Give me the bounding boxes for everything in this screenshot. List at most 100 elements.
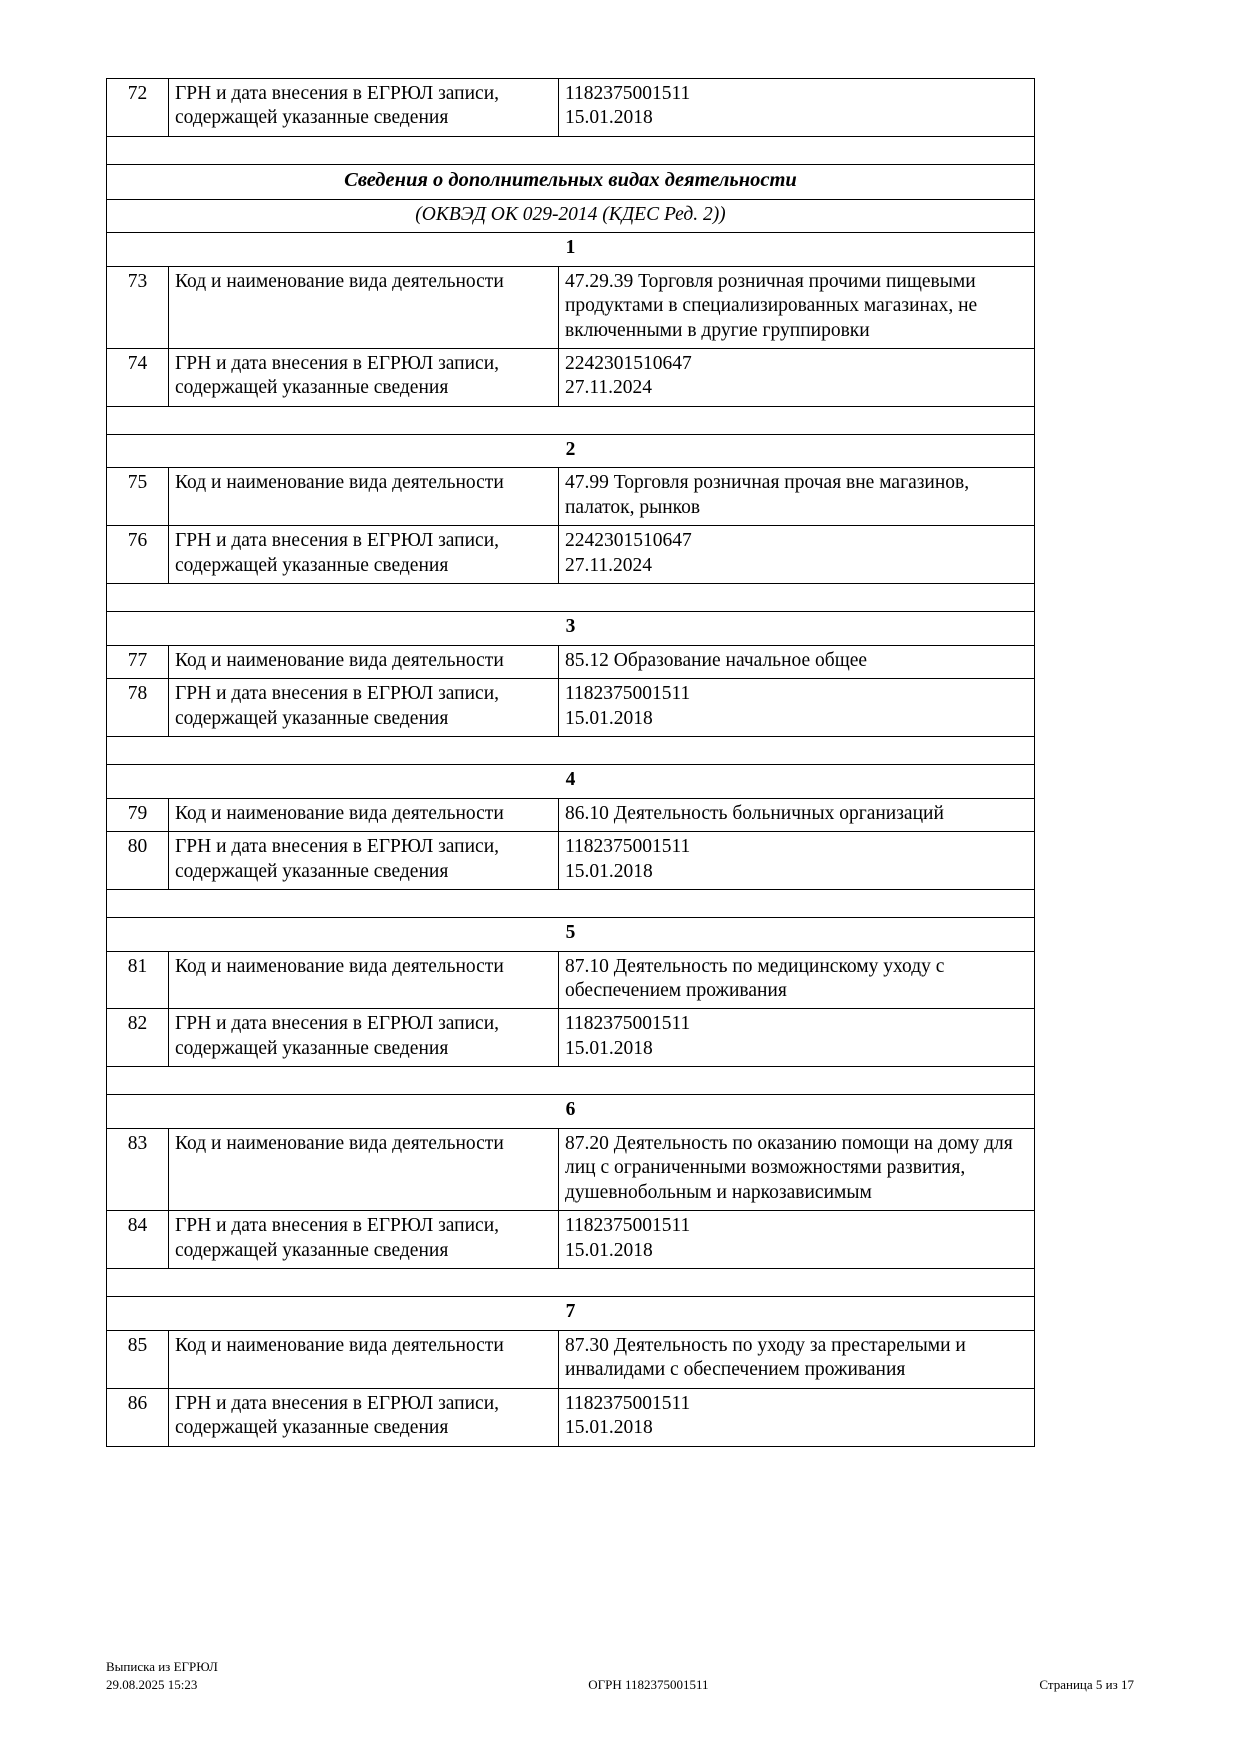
table-row: 75 Код и наименование вида деятельности … (106, 467, 1035, 527)
group-index-row: 6 (106, 1094, 1035, 1129)
group-index-row: 4 (106, 764, 1035, 799)
egrul-extract-table: 72 ГРН и дата внесения в ЕГРЮЛ записи, с… (106, 78, 1035, 1447)
footer-bottom-line: 29.08.2025 15:23 ОГРН 1182375001511 Стра… (106, 1676, 1134, 1694)
group-index: 7 (106, 1296, 1035, 1331)
row-value: 1182375001511 15.01.2018 (558, 78, 1035, 137)
group-index-row: 5 (106, 917, 1035, 952)
spacer-row (106, 736, 1035, 766)
group-index: 4 (106, 764, 1035, 799)
grn-date: 15.01.2018 (565, 107, 653, 129)
row-label: Код и наименование вида деятельности (168, 1329, 559, 1389)
table-row: 85 Код и наименование вида деятельности … (106, 1329, 1035, 1389)
row-number: 79 (106, 797, 169, 833)
row-number: 85 (106, 1329, 169, 1389)
table-row: 83 Код и наименование вида деятельности … (106, 1127, 1035, 1212)
okved-value: 86.10 Деятельность больничных организаци… (558, 797, 1035, 833)
table-row: 76 ГРН и дата внесения в ЕГРЮЛ записи, с… (106, 525, 1035, 585)
table-row: 77 Код и наименование вида деятельности … (106, 644, 1035, 680)
row-label: Код и наименование вида деятельности (168, 467, 559, 527)
row-value: 1182375001511 15.01.2018 (558, 678, 1035, 738)
okved-value: 47.99 Торговля розничная прочая вне мага… (558, 467, 1035, 527)
grn-date: 15.01.2018 (565, 860, 653, 882)
row-value: 1182375001511 15.01.2018 (558, 1008, 1035, 1068)
row-number: 75 (106, 467, 169, 527)
table-row: 82 ГРН и дата внесения в ЕГРЮЛ записи, с… (106, 1008, 1035, 1068)
row-number: 81 (106, 950, 169, 1010)
row-label: ГРН и дата внесения в ЕГРЮЛ записи, соде… (168, 348, 559, 407)
grn-number: 1182375001511 (565, 1215, 691, 1237)
row-number: 73 (106, 265, 169, 350)
spacer-row (106, 135, 1035, 165)
table-row: 86 ГРН и дата внесения в ЕГРЮЛ записи, с… (106, 1387, 1035, 1447)
spacer-row (106, 1268, 1035, 1298)
grn-number: 1182375001511 (565, 836, 691, 858)
row-number: 77 (106, 644, 169, 680)
okved-value: 47.29.39 Торговля розничная прочими пище… (558, 265, 1035, 350)
row-label: Код и наименование вида деятельности (168, 644, 559, 680)
row-number: 74 (106, 348, 169, 407)
group-index: 5 (106, 917, 1035, 952)
grn-date: 27.11.2024 (565, 377, 653, 399)
row-number: 83 (106, 1127, 169, 1212)
table-row: 74 ГРН и дата внесения в ЕГРЮЛ записи, с… (106, 348, 1035, 407)
okved-value: 87.30 Деятельность по уходу за престарел… (558, 1329, 1035, 1389)
table-body: 72 ГРН и дата внесения в ЕГРЮЛ записи, с… (106, 78, 1035, 1447)
spacer-row (106, 405, 1035, 435)
okved-value: 85.12 Образование начальное общее (558, 644, 1035, 680)
spacer-row (106, 1066, 1035, 1096)
table-row: 79 Код и наименование вида деятельности … (106, 797, 1035, 833)
spacer-row (106, 889, 1035, 919)
row-number: 80 (106, 831, 169, 891)
section-heading-row: Сведения о дополнительных видах деятельн… (106, 163, 1035, 200)
row-number: 82 (106, 1008, 169, 1068)
grn-number: 1182375001511 (565, 1392, 691, 1414)
section-subheading-row: (ОКВЭД ОК 029-2014 (КДЕС Ред. 2)) (106, 198, 1035, 234)
spacer-cell (106, 736, 1035, 766)
table-row: 72 ГРН и дата внесения в ЕГРЮЛ записи, с… (106, 78, 1035, 137)
row-label: ГРН и дата внесения в ЕГРЮЛ записи, соде… (168, 831, 559, 891)
group-index: 1 (106, 232, 1035, 267)
row-label: ГРН и дата внесения в ЕГРЮЛ записи, соде… (168, 1387, 559, 1447)
table-row: 78 ГРН и дата внесения в ЕГРЮЛ записи, с… (106, 678, 1035, 738)
group-index: 6 (106, 1094, 1035, 1129)
footer-generated-at: 29.08.2025 15:23 (106, 1676, 198, 1692)
grn-date: 15.01.2018 (565, 1037, 653, 1059)
row-number: 76 (106, 525, 169, 585)
footer-document-kind: Выписка из ЕГРЮЛ (106, 1659, 218, 1674)
row-label: ГРН и дата внесения в ЕГРЮЛ записи, соде… (168, 1210, 559, 1270)
spacer-cell (106, 1066, 1035, 1096)
table-row: 80 ГРН и дата внесения в ЕГРЮЛ записи, с… (106, 831, 1035, 891)
footer-page-number: Страница 5 из 17 (1039, 1676, 1134, 1692)
okved-value: 87.10 Деятельность по медицинскому уходу… (558, 950, 1035, 1010)
row-value: 2242301510647 27.11.2024 (558, 525, 1035, 585)
row-label: Код и наименование вида деятельности (168, 950, 559, 1010)
grn-number: 1182375001511 (565, 1013, 691, 1035)
table-row: 73 Код и наименование вида деятельности … (106, 265, 1035, 350)
row-label: ГРН и дата внесения в ЕГРЮЛ записи, соде… (168, 678, 559, 738)
grn-date: 15.01.2018 (565, 1239, 653, 1261)
row-value: 2242301510647 27.11.2024 (558, 348, 1035, 407)
table-row: 81 Код и наименование вида деятельности … (106, 950, 1035, 1010)
table-row: 84 ГРН и дата внесения в ЕГРЮЛ записи, с… (106, 1210, 1035, 1270)
row-number: 72 (106, 78, 169, 137)
group-index-row: 1 (106, 232, 1035, 267)
row-label: ГРН и дата внесения в ЕГРЮЛ записи, соде… (168, 525, 559, 585)
group-index-row: 7 (106, 1296, 1035, 1331)
spacer-row (106, 583, 1035, 613)
section-title: Сведения о дополнительных видах деятельн… (106, 163, 1035, 200)
row-number: 84 (106, 1210, 169, 1270)
group-index-row: 3 (106, 611, 1035, 646)
row-label: Код и наименование вида деятельности (168, 797, 559, 833)
row-label: Код и наименование вида деятельности (168, 265, 559, 350)
section-subtitle: (ОКВЭД ОК 029-2014 (КДЕС Ред. 2)) (106, 198, 1035, 234)
spacer-cell (106, 135, 1035, 165)
spacer-cell (106, 583, 1035, 613)
row-number: 78 (106, 678, 169, 738)
okved-value: 87.20 Деятельность по оказанию помощи на… (558, 1127, 1035, 1212)
row-label: ГРН и дата внесения в ЕГРЮЛ записи, соде… (168, 78, 559, 137)
row-value: 1182375001511 15.01.2018 (558, 1387, 1035, 1447)
spacer-cell (106, 405, 1035, 435)
grn-date: 27.11.2024 (565, 554, 653, 576)
row-label: ГРН и дата внесения в ЕГРЮЛ записи, соде… (168, 1008, 559, 1068)
